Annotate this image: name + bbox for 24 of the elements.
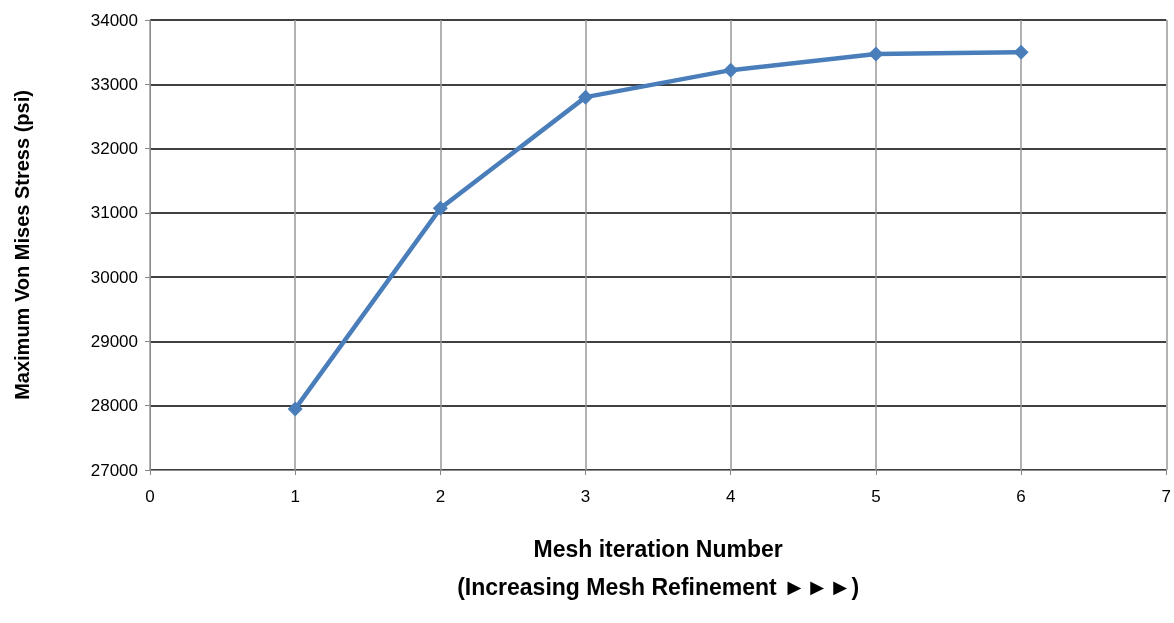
y-tick-label: 32000 <box>90 139 138 159</box>
point <box>432 200 448 216</box>
y-tick-label: 29000 <box>90 331 138 351</box>
x-tick-label: 0 <box>145 487 155 506</box>
point <box>287 401 303 417</box>
point <box>868 46 884 62</box>
y-tick-label: 30000 <box>90 267 138 287</box>
y-tick-label: 28000 <box>90 396 138 416</box>
y-tick-label: 33000 <box>90 74 138 94</box>
y-tick-label: 27000 <box>90 460 138 480</box>
x-tick-label: 5 <box>871 487 881 506</box>
y-tick-label: 34000 <box>90 10 138 30</box>
x-tick-label: 7 <box>1161 487 1172 506</box>
x-tick-label: 2 <box>435 487 446 506</box>
x-tick-label: 6 <box>1016 487 1026 506</box>
x-tick-label: 4 <box>725 487 736 506</box>
point <box>1013 44 1029 60</box>
y-axis-title: Maximum Von Mises Stress (psi) <box>11 90 33 400</box>
x-tick-label: 3 <box>580 487 591 506</box>
point <box>723 62 739 78</box>
x-axis-title: Mesh iteration Number (Increasing Mesh Refinement ►►►) <box>457 536 860 600</box>
x-tick-label: 1 <box>290 487 300 506</box>
y-tick-label: 31000 <box>90 203 138 223</box>
point <box>578 89 594 105</box>
